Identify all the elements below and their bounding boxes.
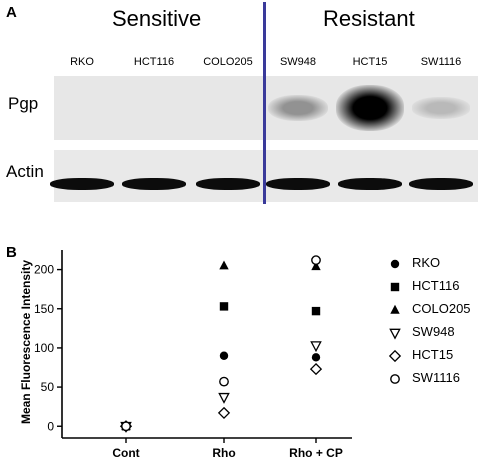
y-tick-label: 0 — [47, 419, 54, 433]
legend-marker-colo205 — [390, 304, 400, 314]
scatter-plot: 0 50 100 150 200 Cont Rho Rho + CP Mean Fluores… — [19, 250, 352, 460]
legend-item-rko: RKO — [388, 254, 478, 272]
legend-marker — [389, 328, 401, 340]
plot-ticks: 0 50 100 150 200 Cont Rho Rho + CP — [34, 263, 343, 460]
group-label-resistant: Resistant — [323, 6, 415, 31]
actin-band-rko — [50, 178, 114, 190]
pgp-band-sw948 — [267, 94, 329, 122]
lane-label-hct15: HCT15 — [352, 56, 388, 68]
legend-marker — [390, 304, 400, 314]
legend-label: HCT15 — [412, 347, 454, 362]
x-tick-label: Rho + CP — [289, 446, 343, 460]
plot-axes — [61, 250, 352, 439]
point-sw1116-cont — [121, 421, 131, 432]
pgp-blot-strip — [54, 76, 478, 140]
legend-item-hct15: HCT15 — [388, 346, 478, 364]
panel-a-label: A — [6, 4, 17, 21]
point-hct116-rho-cp — [311, 306, 321, 316]
panel-b-label: B — [6, 244, 17, 261]
row-label-pgp: Pgp — [8, 94, 39, 113]
lane-label-colo205: COLO205 — [203, 56, 253, 68]
pgp-band-hct15 — [336, 85, 404, 131]
point-hct15-rho — [217, 406, 231, 420]
actin-band-sw948 — [266, 178, 330, 190]
lane-label-sw1116: SW1116 — [420, 56, 462, 68]
legend-label: SW948 — [412, 324, 455, 339]
legend-marker-sw1116 — [390, 374, 400, 384]
group-divider-line — [263, 2, 266, 204]
point-sw948-rho-cp — [310, 341, 322, 353]
y-tick-label: 50 — [41, 380, 55, 394]
point-colo205-rho-cp — [311, 261, 321, 271]
y-tick-label: 200 — [34, 263, 54, 277]
legend-label: COLO205 — [412, 301, 471, 316]
y-axis-label: Mean Fluorescence Intensity — [19, 260, 33, 424]
legend-item-sw1116: SW1116 — [388, 369, 478, 387]
point-sw1116-rho — [219, 376, 229, 387]
actin-band-sw1116 — [409, 178, 473, 190]
legend-marker-rko — [390, 259, 400, 269]
point-rko-rho — [219, 351, 229, 360]
point-colo205-rho — [219, 260, 229, 270]
lane-label-rko: RKO — [70, 56, 94, 68]
legend-marker-hct15 — [388, 349, 402, 363]
actin-band-hct15 — [338, 178, 402, 190]
legend-label: SW1116 — [412, 370, 460, 385]
legend-item-sw948: SW948 — [388, 323, 478, 341]
legend-label: HCT116 — [412, 278, 460, 293]
actin-blot-strip — [50, 150, 478, 202]
point-rko-rho-cp — [311, 353, 321, 362]
row-label-actin: Actin — [6, 162, 44, 181]
point-hct116-rho — [219, 302, 229, 311]
point-hct15-rho-cp — [309, 362, 323, 376]
point-sw948-rho — [218, 392, 230, 404]
x-tick-label: Rho — [212, 446, 235, 460]
legend-marker — [390, 282, 400, 292]
actin-band-colo205 — [196, 178, 260, 190]
legend-marker-hct116 — [390, 282, 400, 292]
x-tick-label: Cont — [112, 446, 139, 460]
legend-label: RKO — [412, 255, 441, 270]
legend-marker — [390, 259, 400, 269]
legend-item-hct116: HCT116 — [388, 277, 478, 295]
y-tick-label: 100 — [34, 341, 54, 355]
legend-marker-sw948 — [389, 328, 401, 340]
legend-marker — [390, 374, 400, 384]
plot-marks — [119, 255, 323, 433]
legend-marker — [388, 349, 402, 363]
group-label-sensitive: Sensitive — [112, 6, 202, 31]
actin-band-hct116 — [122, 178, 186, 190]
point-sw1116-rho-cp — [311, 255, 321, 266]
pgp-band-sw1116 — [411, 97, 471, 119]
legend-item-colo205: COLO205 — [388, 300, 478, 318]
y-tick-label: 150 — [34, 302, 54, 316]
lane-label-hct116: HCT116 — [133, 56, 175, 68]
lane-label-sw948: SW948 — [279, 56, 317, 68]
